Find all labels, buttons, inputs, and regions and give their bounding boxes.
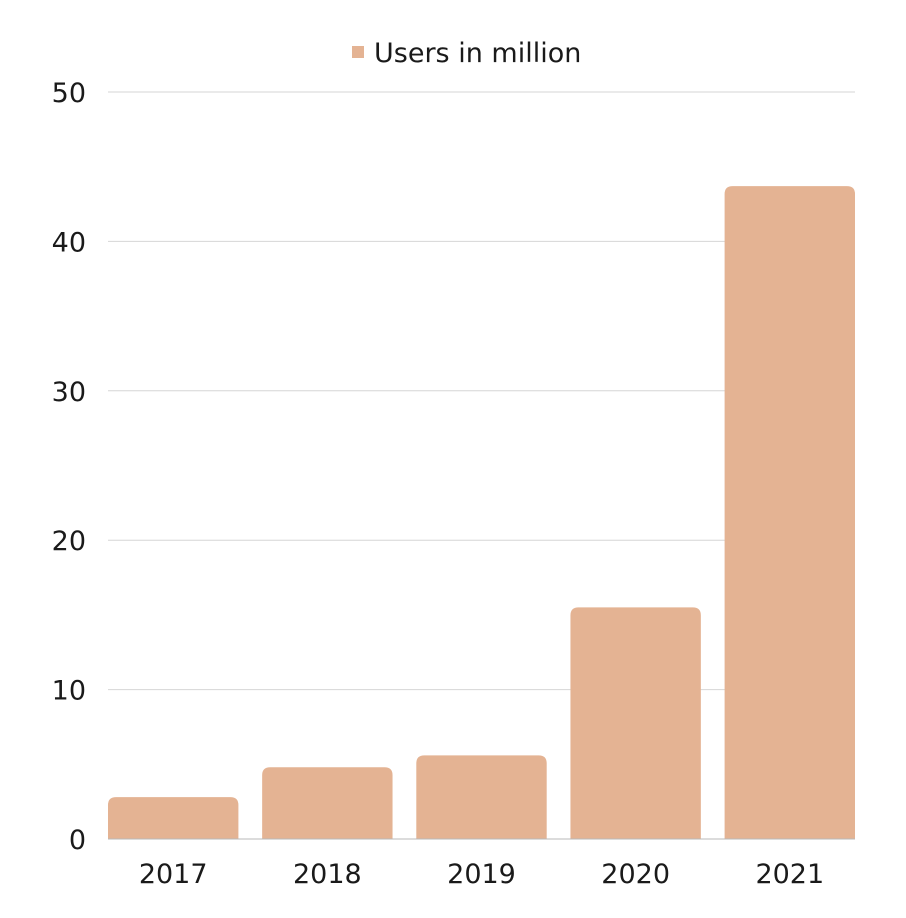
x-tick-label: 2021: [755, 859, 824, 890]
x-axis-labels: 2017 2018 2019 2020 2021: [139, 859, 824, 890]
y-tick-label: 50: [52, 78, 86, 109]
bar-2019: [416, 755, 547, 839]
bar-2018: [262, 767, 393, 839]
y-tick-label: 10: [52, 676, 86, 707]
y-tick-label: 40: [52, 227, 86, 258]
x-tick-label: 2020: [601, 859, 670, 890]
y-tick-label: 0: [69, 825, 86, 856]
legend-label: Users in million: [374, 38, 581, 69]
y-axis-ticks: 0 10 20 30 40 50: [52, 78, 86, 856]
bar-2021: [724, 186, 855, 839]
x-tick-label: 2017: [139, 859, 208, 890]
bars: [108, 186, 855, 839]
x-tick-label: 2019: [447, 859, 516, 890]
bar-2017: [108, 797, 239, 839]
legend-swatch: [352, 46, 364, 58]
x-tick-label: 2018: [293, 859, 362, 890]
y-tick-label: 30: [52, 377, 86, 408]
legend: Users in million: [352, 38, 581, 69]
y-tick-label: 20: [52, 526, 86, 557]
bar-2020: [570, 607, 701, 839]
